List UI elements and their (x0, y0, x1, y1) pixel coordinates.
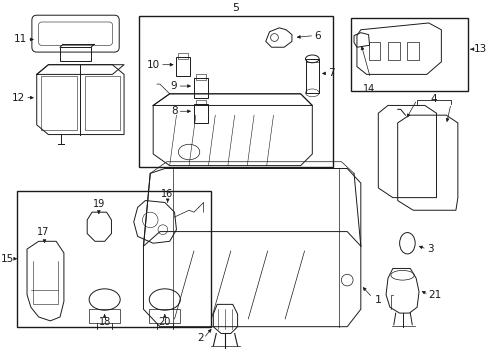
Bar (85, 76, 120, 130)
Bar (387, 42, 399, 60)
Text: 21: 21 (428, 290, 441, 300)
Bar (149, 309, 180, 323)
Bar (138, 16, 332, 167)
Text: 15: 15 (1, 254, 14, 264)
Bar (89, 309, 120, 323)
Text: 18: 18 (98, 317, 111, 327)
Bar (194, 104, 207, 123)
Text: 14: 14 (362, 84, 374, 94)
Text: 5: 5 (232, 3, 239, 13)
Text: 19: 19 (93, 199, 105, 209)
Bar (60, 47, 91, 61)
Text: 17: 17 (37, 228, 50, 237)
Bar (17, 191, 211, 327)
Bar (305, 59, 319, 93)
Bar (368, 42, 380, 60)
Text: 1: 1 (374, 294, 381, 305)
Text: 11: 11 (14, 35, 27, 45)
Bar (350, 18, 467, 91)
Text: 2: 2 (197, 333, 203, 343)
Bar (176, 57, 190, 76)
Text: 10: 10 (146, 60, 160, 70)
Bar (178, 53, 188, 59)
Bar (196, 75, 205, 80)
Text: 9: 9 (170, 81, 177, 91)
Bar (196, 100, 205, 105)
Text: 20: 20 (158, 317, 171, 327)
Bar (194, 78, 207, 98)
Text: 12: 12 (12, 93, 25, 103)
Text: 13: 13 (472, 44, 486, 54)
Text: 8: 8 (170, 106, 177, 116)
Text: 4: 4 (429, 94, 436, 104)
Bar (41, 76, 77, 130)
Text: 3: 3 (426, 244, 432, 254)
Bar (407, 42, 418, 60)
Text: 6: 6 (314, 31, 320, 41)
Text: 7: 7 (327, 68, 334, 78)
Text: 16: 16 (160, 189, 173, 199)
